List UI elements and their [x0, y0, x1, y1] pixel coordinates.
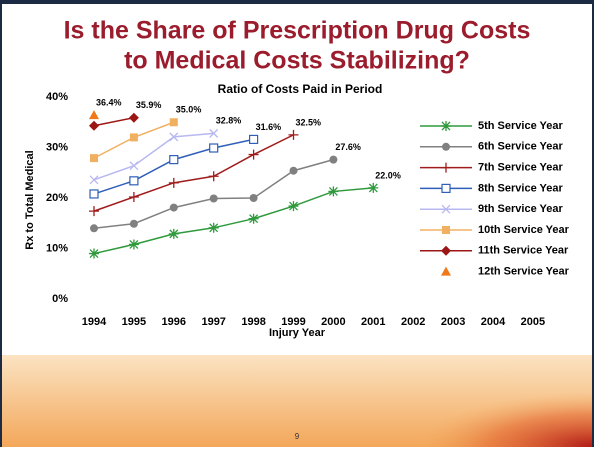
legend-marker: [441, 204, 451, 214]
marker: [168, 228, 179, 239]
series-line: [93, 187, 374, 255]
x-tick-label: 2002: [401, 316, 425, 328]
data-label: 22.0%: [375, 170, 401, 180]
y-tick-label: 10%: [46, 242, 68, 254]
legend-label: 10th Service Year: [478, 224, 570, 236]
legend-label: 12th Service Year: [478, 266, 570, 278]
marker: [288, 201, 299, 212]
legend-marker: [441, 245, 451, 256]
legend-label: 6th Service Year: [478, 141, 564, 153]
y-tick-label: 20%: [46, 192, 68, 204]
marker: [289, 166, 298, 175]
x-tick-label: 2005: [521, 316, 545, 328]
marker: [209, 128, 219, 138]
marker: [89, 175, 99, 185]
x-tick-label: 2001: [361, 316, 385, 328]
chart-title: Ratio of Costs Paid in Period: [218, 82, 383, 96]
legend-label: 9th Service Year: [478, 203, 564, 215]
marker: [169, 155, 179, 165]
left-border: [0, 0, 2, 447]
marker: [288, 129, 299, 140]
marker: [208, 222, 219, 233]
marker: [328, 186, 339, 197]
marker: [329, 155, 338, 164]
marker: [169, 118, 178, 127]
data-label: 32.5%: [296, 117, 322, 127]
marker: [169, 132, 179, 142]
slide-title: to Medical Costs Stabilizing?: [124, 47, 470, 75]
marker: [128, 112, 139, 123]
x-tick-label: 1995: [122, 316, 146, 328]
marker: [89, 248, 99, 259]
legend-marker: [441, 121, 451, 131]
x-axis-label: Injury Year: [269, 327, 326, 339]
y-axis-label: Rx to Total Medical: [24, 150, 36, 249]
chart: Ratio of Costs Paid in Period Rx to Total…: [24, 82, 570, 339]
top-border: [0, 0, 594, 4]
x-tick-label: 1996: [162, 316, 186, 328]
legend-marker: [442, 142, 450, 151]
marker: [128, 239, 139, 250]
marker: [89, 120, 99, 131]
marker: [249, 194, 258, 202]
legend-marker: [441, 162, 451, 173]
marker: [169, 203, 178, 212]
series-line: [93, 132, 214, 181]
marker: [89, 206, 99, 217]
x-tick-label: 1997: [201, 316, 225, 328]
data-label: 35.9%: [136, 100, 162, 110]
legend-marker: [441, 266, 451, 276]
right-border: [592, 0, 594, 447]
marker: [90, 224, 98, 233]
legend-label: 11th Service Year: [478, 245, 569, 257]
marker: [129, 161, 139, 171]
marker: [209, 143, 219, 153]
legend-label: 7th Service Year: [478, 162, 564, 174]
data-label: 36.4%: [96, 98, 122, 108]
legend-label: 8th Service Year: [478, 182, 564, 194]
marker: [90, 154, 98, 163]
footer-corner: [300, 355, 594, 447]
marker: [249, 134, 259, 145]
series-line: [93, 134, 294, 212]
marker: [368, 182, 379, 193]
y-tick-label: 0%: [52, 293, 68, 305]
data-label: 35.0%: [176, 105, 202, 115]
marker: [248, 149, 259, 160]
marker: [89, 189, 99, 199]
marker: [168, 177, 179, 188]
marker: [129, 133, 138, 142]
data-label: 32.8%: [216, 116, 242, 126]
series-line: [93, 116, 135, 127]
marker: [129, 176, 139, 186]
slide-title: Is the Share of Prescription Drug Costs: [64, 17, 531, 45]
y-tick-label: 40%: [46, 91, 68, 103]
marker: [129, 219, 138, 228]
marker: [209, 194, 218, 203]
x-tick-label: 2003: [441, 316, 465, 328]
x-tick-label: 1998: [241, 316, 265, 328]
x-tick-label: 2000: [321, 316, 345, 328]
legend-label: 5th Service Year: [478, 120, 564, 132]
marker: [89, 110, 99, 120]
marker: [208, 171, 219, 182]
data-label: 31.6%: [256, 122, 282, 132]
data-label: 27.6%: [335, 142, 361, 152]
y-tick-label: 30%: [46, 141, 68, 153]
x-tick-label: 1994: [82, 316, 107, 328]
marker: [248, 213, 259, 224]
page-number: 9: [295, 432, 300, 441]
x-tick-label: 2004: [481, 316, 506, 328]
x-tick-label: 1999: [281, 316, 305, 328]
legend-marker: [441, 183, 451, 193]
marker: [128, 191, 139, 202]
legend-marker: [442, 226, 450, 234]
